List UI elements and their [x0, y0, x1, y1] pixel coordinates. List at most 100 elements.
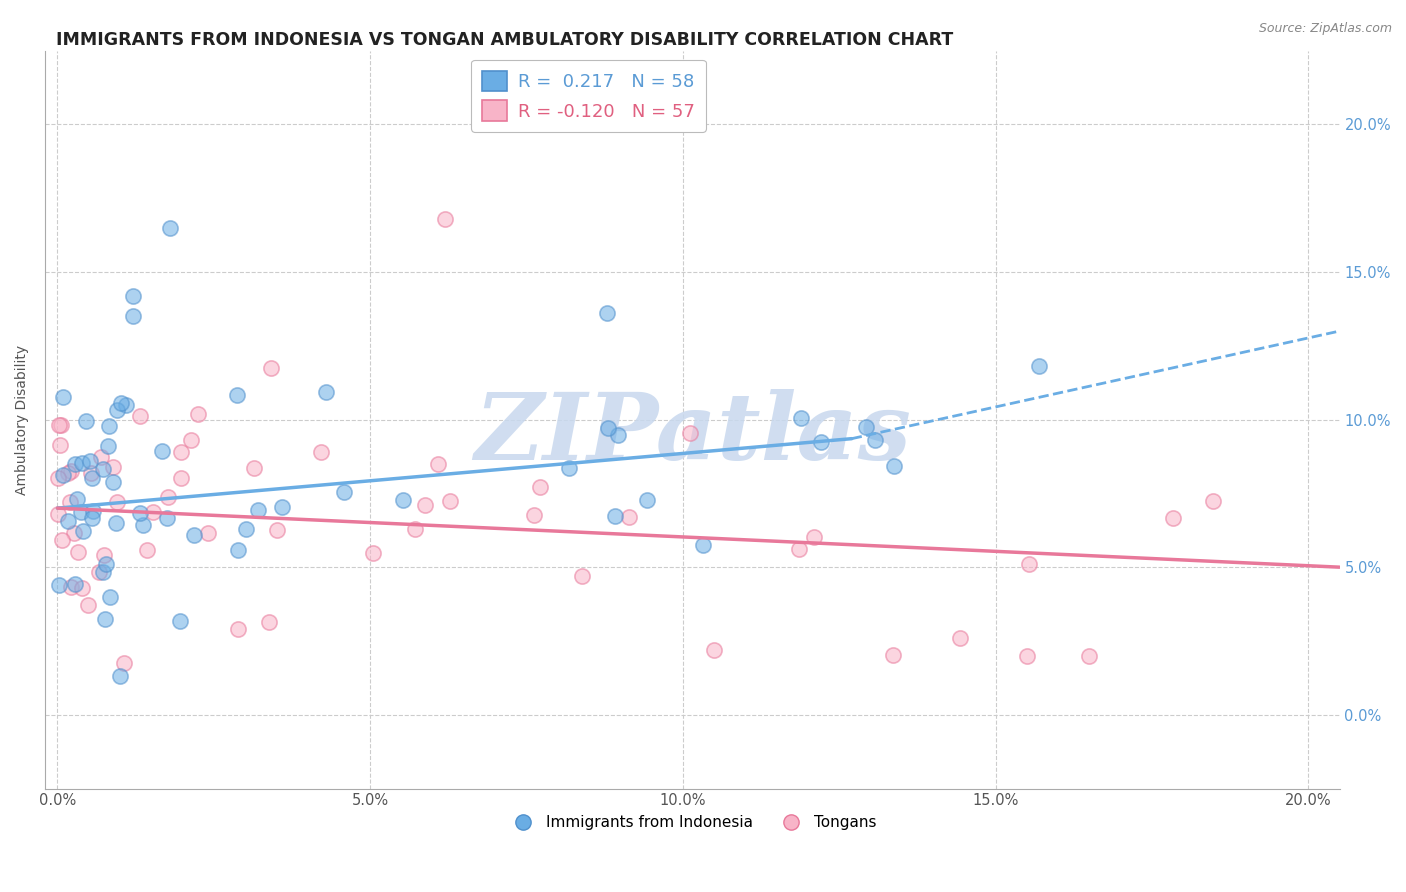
Point	[132, 517, 155, 532]
Point	[72, 581, 94, 595]
Point	[595, 306, 617, 320]
Point	[226, 543, 249, 558]
Point	[787, 541, 810, 556]
Point	[49, 438, 72, 452]
Point	[247, 503, 270, 517]
Point	[180, 434, 202, 448]
Point	[309, 445, 332, 459]
Point	[51, 533, 73, 548]
Point	[226, 622, 249, 636]
Point	[1161, 511, 1184, 525]
Point	[558, 461, 581, 475]
Point	[170, 445, 193, 459]
Point	[72, 524, 94, 538]
Point	[46, 471, 69, 485]
Point	[242, 460, 264, 475]
Point	[136, 543, 159, 558]
Point	[105, 495, 128, 509]
Point	[97, 439, 120, 453]
Text: Source: ZipAtlas.com: Source: ZipAtlas.com	[1258, 22, 1392, 36]
Point	[803, 530, 825, 544]
Point	[46, 507, 69, 521]
Point	[187, 407, 209, 421]
Point	[678, 425, 700, 440]
Point	[883, 458, 905, 473]
Point	[66, 492, 89, 507]
Point	[89, 565, 111, 579]
Point	[91, 461, 114, 475]
Point	[434, 211, 457, 226]
Point	[121, 310, 143, 324]
Point	[157, 490, 180, 504]
Point	[603, 508, 626, 523]
Point	[108, 669, 131, 683]
Text: ZIPatlas: ZIPatlas	[474, 390, 911, 479]
Point	[617, 510, 640, 524]
Point	[75, 414, 97, 428]
Point	[52, 468, 75, 483]
Point	[70, 505, 93, 519]
Point	[114, 657, 136, 671]
Point	[183, 527, 205, 541]
Point	[703, 642, 725, 657]
Point	[863, 434, 886, 448]
Point	[692, 538, 714, 552]
Point	[80, 511, 103, 525]
Point	[98, 590, 121, 604]
Point	[404, 522, 426, 536]
Point	[413, 498, 436, 512]
Point	[60, 580, 83, 594]
Point	[315, 384, 337, 399]
Point	[1018, 558, 1040, 572]
Point	[58, 514, 80, 528]
Point	[1015, 648, 1038, 663]
Point	[197, 526, 219, 541]
Point	[121, 288, 143, 302]
Point	[1028, 359, 1050, 373]
Point	[810, 435, 832, 450]
Point	[426, 457, 449, 471]
Point	[150, 444, 173, 458]
Point	[91, 566, 114, 580]
Point	[156, 511, 179, 525]
Point	[128, 409, 150, 424]
Point	[80, 467, 103, 481]
Point	[48, 417, 70, 432]
Point	[607, 427, 630, 442]
Point	[103, 459, 125, 474]
Point	[636, 493, 658, 508]
Point	[271, 500, 294, 514]
Point	[529, 480, 551, 494]
Point	[115, 398, 138, 412]
Point	[949, 631, 972, 645]
Point	[1202, 494, 1225, 508]
Point	[110, 396, 132, 410]
Point	[129, 507, 152, 521]
Text: IMMIGRANTS FROM INDONESIA VS TONGAN AMBULATORY DISABILITY CORRELATION CHART: IMMIGRANTS FROM INDONESIA VS TONGAN AMBU…	[56, 31, 953, 49]
Point	[79, 454, 101, 468]
Point	[789, 410, 811, 425]
Point	[96, 557, 118, 571]
Point	[882, 648, 904, 662]
Point	[48, 577, 70, 591]
Point	[259, 615, 281, 629]
Point	[76, 598, 98, 612]
Y-axis label: Ambulatory Disability: Ambulatory Disability	[15, 344, 30, 495]
Point	[523, 508, 546, 522]
Point	[90, 450, 112, 464]
Point	[363, 546, 385, 560]
Point	[58, 466, 80, 480]
Point	[598, 421, 620, 435]
Point	[63, 526, 86, 541]
Point	[142, 505, 165, 519]
Point	[82, 471, 104, 485]
Point	[98, 419, 121, 434]
Point	[101, 475, 124, 489]
Point	[392, 493, 415, 508]
Point	[439, 494, 461, 508]
Point	[63, 457, 86, 471]
Point	[226, 388, 249, 402]
Point	[59, 464, 82, 478]
Point	[1078, 648, 1101, 663]
Point	[52, 390, 75, 404]
